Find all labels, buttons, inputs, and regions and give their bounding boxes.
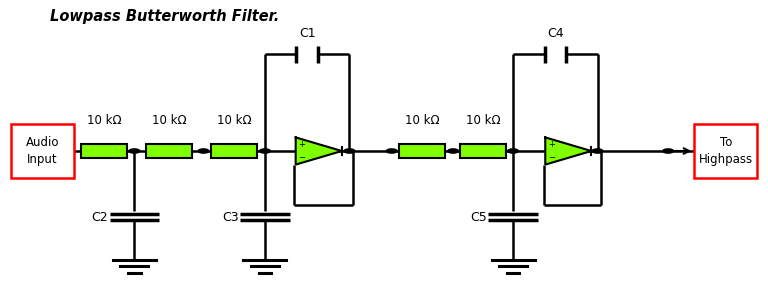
Text: C3: C3 bbox=[222, 211, 239, 224]
Polygon shape bbox=[545, 137, 591, 165]
Text: +: + bbox=[548, 140, 554, 149]
Circle shape bbox=[663, 149, 674, 153]
Polygon shape bbox=[296, 137, 342, 165]
Bar bbox=[211, 144, 257, 158]
Circle shape bbox=[260, 149, 270, 153]
Text: C1: C1 bbox=[299, 27, 316, 40]
FancyBboxPatch shape bbox=[694, 124, 757, 178]
Text: −: − bbox=[298, 153, 306, 162]
Text: 10 kΩ: 10 kΩ bbox=[465, 114, 501, 127]
Circle shape bbox=[386, 149, 397, 153]
FancyBboxPatch shape bbox=[11, 124, 74, 178]
Bar bbox=[399, 144, 445, 158]
Text: 10 kΩ: 10 kΩ bbox=[87, 114, 121, 127]
Circle shape bbox=[198, 149, 209, 153]
Text: −: − bbox=[548, 153, 555, 162]
Text: To: To bbox=[720, 136, 732, 149]
Text: Audio: Audio bbox=[25, 136, 59, 149]
Circle shape bbox=[129, 149, 140, 153]
Text: Highpass: Highpass bbox=[699, 153, 753, 166]
Text: Lowpass Butterworth Filter.: Lowpass Butterworth Filter. bbox=[50, 9, 280, 24]
Bar bbox=[146, 144, 192, 158]
Text: +: + bbox=[299, 140, 305, 149]
Text: 10 kΩ: 10 kΩ bbox=[405, 114, 440, 127]
Text: C2: C2 bbox=[91, 211, 108, 224]
Bar bbox=[460, 144, 506, 158]
Circle shape bbox=[344, 149, 355, 153]
Text: Input: Input bbox=[27, 153, 58, 166]
Circle shape bbox=[508, 149, 518, 153]
Text: C5: C5 bbox=[470, 211, 487, 224]
Circle shape bbox=[448, 149, 458, 153]
Text: 10 kΩ: 10 kΩ bbox=[217, 114, 252, 127]
Text: C4: C4 bbox=[547, 27, 564, 40]
Circle shape bbox=[592, 149, 603, 153]
Text: 10 kΩ: 10 kΩ bbox=[151, 114, 187, 127]
Bar bbox=[81, 144, 127, 158]
